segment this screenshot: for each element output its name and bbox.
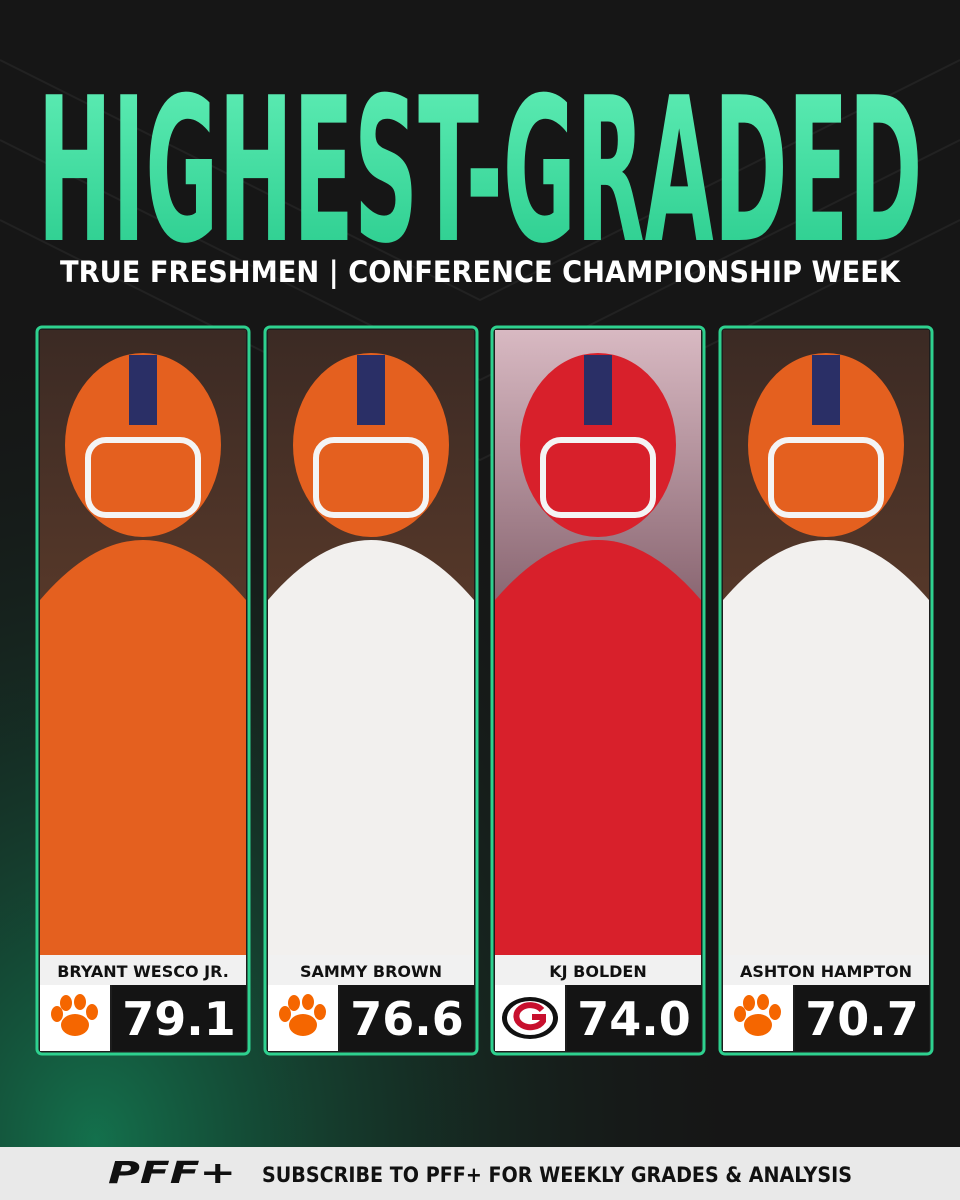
- paw-toe: [757, 994, 769, 1010]
- helmet: [293, 353, 449, 537]
- player-name: BRYANT WESCO JR.: [57, 962, 229, 981]
- player-card: KJ BOLDEN 74.0: [490, 325, 706, 1056]
- player-grade: 79.1: [122, 992, 236, 1046]
- title: HIGHEST-GRADED: [38, 55, 923, 288]
- grade-box: [340, 985, 474, 1051]
- paw-toe: [314, 1004, 326, 1020]
- helmet: [520, 353, 676, 537]
- name-strip: [723, 955, 929, 985]
- player-grade: 74.0: [577, 992, 691, 1046]
- player-name: ASHTON HAMPTON: [740, 962, 912, 981]
- helmet-stripe: [357, 355, 385, 425]
- helmet-stripe: [129, 355, 157, 425]
- grade-box: [795, 985, 929, 1051]
- player-grade: 76.6: [350, 992, 464, 1046]
- paw-toe: [743, 995, 755, 1011]
- name-strip: [495, 955, 701, 985]
- footer-text: SUBSCRIBE TO PFF+ FOR WEEKLY GRADES & AN…: [262, 1163, 852, 1187]
- player-card: ASHTON HAMPTON 70.7: [718, 325, 934, 1056]
- helmet: [65, 353, 221, 537]
- subtitle: TRUE FRESHMEN | CONFERENCE CHAMPIONSHIP …: [60, 255, 901, 289]
- footer-logo: PFF+: [108, 1156, 236, 1191]
- jersey: [723, 540, 929, 955]
- name-strip: [40, 955, 246, 985]
- player-name: KJ BOLDEN: [549, 962, 647, 981]
- facemask: [313, 437, 429, 518]
- helmet-stripe: [812, 355, 840, 425]
- jersey: [268, 540, 474, 955]
- name-strip: [268, 955, 474, 985]
- helmet-stripe: [584, 355, 612, 425]
- player-grade: 70.7: [805, 992, 919, 1046]
- footer-bar: [0, 1147, 960, 1200]
- paw-toe: [302, 994, 314, 1010]
- paw-toe: [74, 994, 86, 1010]
- paw-toe: [279, 1006, 291, 1022]
- player-card: SAMMY BROWN 76.6: [263, 325, 479, 1056]
- grade-box: [567, 985, 701, 1051]
- facemask: [85, 437, 201, 518]
- paw-toe: [86, 1004, 98, 1020]
- helmet: [748, 353, 904, 537]
- player-card: BRYANT WESCO JR. 79.1: [35, 325, 251, 1056]
- g-logo-letter: [513, 1002, 546, 1031]
- paw-toe: [60, 995, 72, 1011]
- facemask: [540, 437, 656, 518]
- jersey: [495, 540, 701, 955]
- paw-pad: [744, 1014, 772, 1036]
- paw-toe: [769, 1004, 781, 1020]
- grade-box: [112, 985, 246, 1051]
- jersey: [40, 540, 246, 955]
- paw-pad: [61, 1014, 89, 1036]
- player-name: SAMMY BROWN: [300, 962, 442, 981]
- facemask: [768, 437, 884, 518]
- paw-toe: [734, 1006, 746, 1022]
- paw-toe: [51, 1006, 63, 1022]
- paw-toe: [288, 995, 300, 1011]
- cards: BRYANT WESCO JR. 79.1 SAMMY BROWN 76.6 KJ BO…: [35, 325, 934, 1056]
- paw-pad: [289, 1014, 317, 1036]
